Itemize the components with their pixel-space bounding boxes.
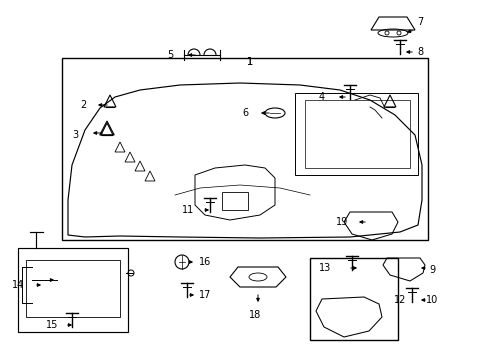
Text: 16: 16	[199, 257, 211, 267]
Text: 9: 9	[429, 265, 435, 275]
Bar	[26, 260, 120, 317]
Bar	[62, 58, 428, 240]
Text: 17: 17	[199, 290, 211, 300]
Bar	[18, 248, 128, 332]
Text: 10: 10	[426, 295, 438, 305]
Text: 13: 13	[319, 263, 331, 273]
Text: 15: 15	[46, 320, 58, 330]
Bar	[222, 192, 248, 210]
Text: 19: 19	[336, 217, 348, 227]
Bar	[305, 100, 410, 168]
Text: 8: 8	[417, 47, 423, 57]
Text: 1: 1	[247, 57, 253, 67]
Text: 7: 7	[417, 17, 423, 27]
Text: 11: 11	[182, 205, 194, 215]
Text: 4: 4	[319, 92, 325, 102]
Text: 3: 3	[72, 130, 78, 140]
Text: 6: 6	[242, 108, 248, 118]
Text: 12: 12	[394, 295, 406, 305]
Text: 2: 2	[80, 100, 86, 110]
Text: 14: 14	[12, 280, 24, 290]
Bar	[310, 258, 398, 340]
Text: 18: 18	[249, 310, 261, 320]
Text: 1: 1	[247, 57, 253, 67]
Text: 5: 5	[167, 50, 173, 60]
Bar	[295, 93, 418, 175]
